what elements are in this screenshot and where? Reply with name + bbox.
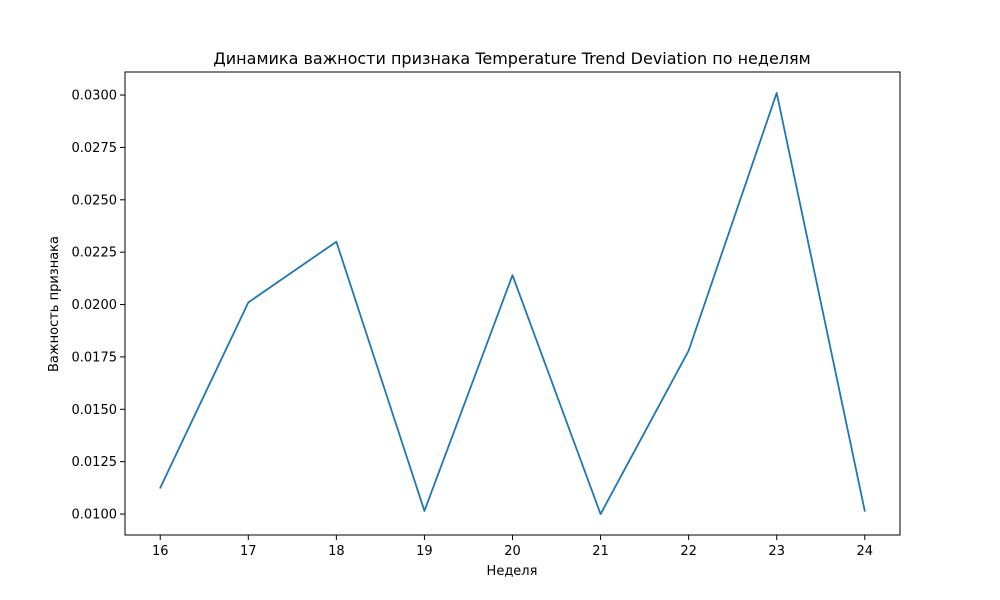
x-tick-label-18: 18 <box>328 544 345 559</box>
y-tick-label-0.0225: 0.0225 <box>72 246 118 261</box>
y-tick-label-0.0175: 0.0175 <box>72 350 118 365</box>
x-tick-label-24: 24 <box>856 544 873 559</box>
y-axis-label: Важность признака <box>47 236 62 372</box>
x-tick-label-19: 19 <box>416 544 433 559</box>
x-axis-label: Неделя <box>487 564 538 579</box>
y-tick-label-0.0200: 0.0200 <box>72 298 118 313</box>
y-tick-label-0.0300: 0.0300 <box>72 89 118 104</box>
x-tick-label-16: 16 <box>152 544 169 559</box>
y-tick-label-0.0125: 0.0125 <box>72 455 118 470</box>
x-tick-label-21: 21 <box>592 544 609 559</box>
y-axis: 0.0100 0.0125 0.0150 0.0175 0.0200 0.0225 0.02… <box>72 89 125 523</box>
axes-frame <box>124 71 901 536</box>
series-line-0 <box>159 92 866 515</box>
y-tick-label-0.0250: 0.0250 <box>72 193 118 208</box>
x-axis: 16 17 18 19 20 21 22 23 24 <box>152 535 873 559</box>
x-tick-label-17: 17 <box>240 544 257 559</box>
plot-area <box>159 92 866 515</box>
x-tick-label-22: 22 <box>680 544 697 559</box>
x-tick-label-20: 20 <box>504 544 521 559</box>
x-tick-label-23: 23 <box>768 544 785 559</box>
y-tick-label-0.0275: 0.0275 <box>72 141 118 156</box>
chart-title: Динамика важности признака Temperature T… <box>213 49 810 68</box>
y-tick-label-0.0100: 0.0100 <box>72 508 118 523</box>
y-tick-label-0.0150: 0.0150 <box>72 403 118 418</box>
